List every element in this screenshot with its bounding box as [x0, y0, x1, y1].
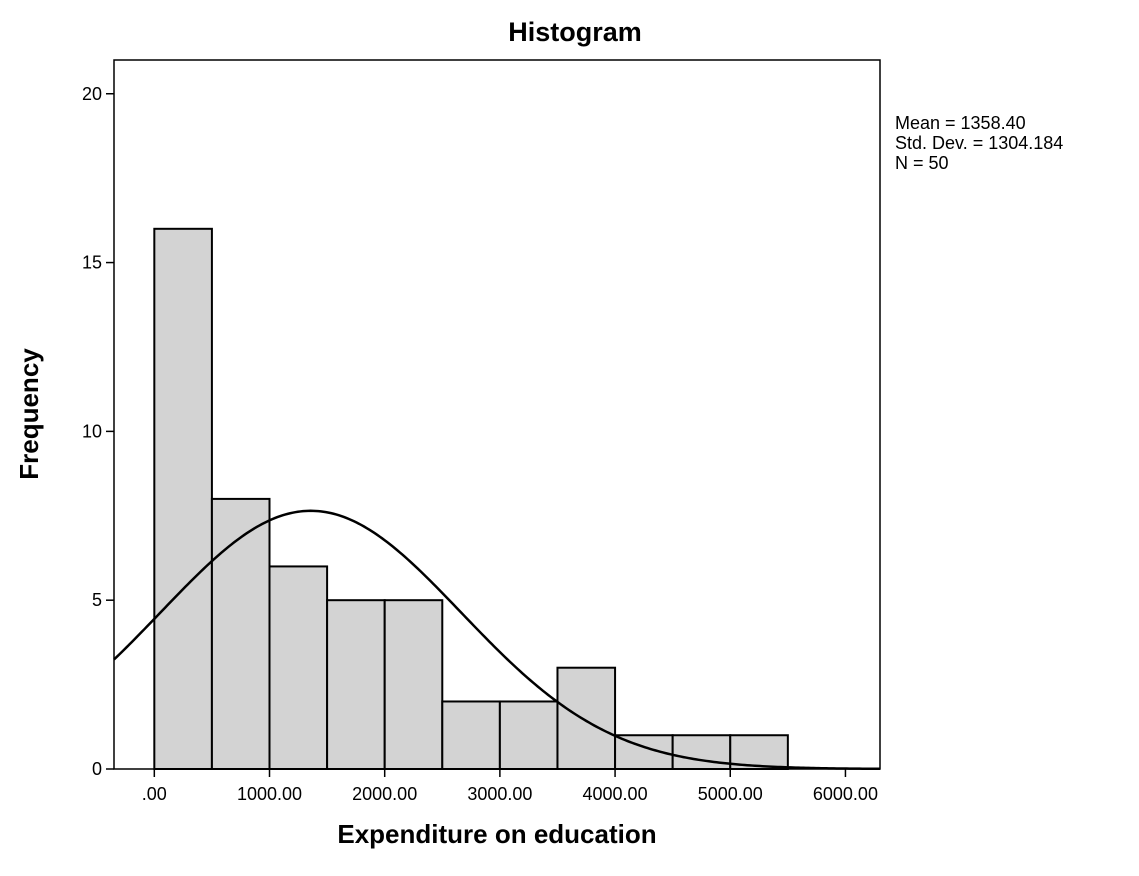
stat-std-dev: Std. Dev. = 1304.184: [895, 133, 1063, 153]
y-tick-label: 15: [82, 253, 102, 273]
x-tick-label: 2000.00: [352, 784, 417, 804]
x-tick-label: 1000.00: [237, 784, 302, 804]
histogram-bar-4: [383, 599, 444, 771]
x-tick-label: 4000.00: [583, 784, 648, 804]
y-tick-label: 10: [82, 421, 102, 441]
chart-title: Histogram: [508, 17, 642, 47]
histogram-bar-1: [210, 497, 271, 770]
histogram-bar-0: [153, 227, 213, 771]
stat-n: N = 50: [895, 153, 949, 173]
y-tick-label: 0: [92, 759, 102, 779]
x-axis-title: Expenditure on education: [337, 819, 656, 849]
y-tick-label: 20: [82, 84, 102, 104]
y-axis: 0 5 10 15 20: [82, 84, 114, 779]
histogram-bar-5: [441, 700, 501, 771]
histogram-bar-2: [268, 565, 329, 771]
histogram-bar-3: [326, 599, 386, 771]
normal-curve: [113, 509, 881, 771]
histogram-bar-6: [498, 700, 559, 771]
x-axis: .00 1000.00 2000.00 3000.00 4000.00 5000.00 60…: [142, 769, 878, 804]
histogram-bar-10: [729, 734, 789, 771]
x-tick-label: .00: [142, 784, 167, 804]
stat-mean: Mean = 1358.40: [895, 113, 1026, 133]
x-tick-label: 3000.00: [467, 784, 532, 804]
histogram-bar-7: [556, 666, 617, 771]
histogram-bars: [153, 227, 789, 771]
stats-box: Mean = 1358.40 Std. Dev. = 1304.184 N = …: [895, 113, 1063, 173]
y-axis-title: Frequency: [14, 348, 44, 480]
x-tick-label: 6000.00: [813, 784, 878, 804]
x-tick-label: 5000.00: [698, 784, 763, 804]
y-tick-label: 5: [92, 590, 102, 610]
